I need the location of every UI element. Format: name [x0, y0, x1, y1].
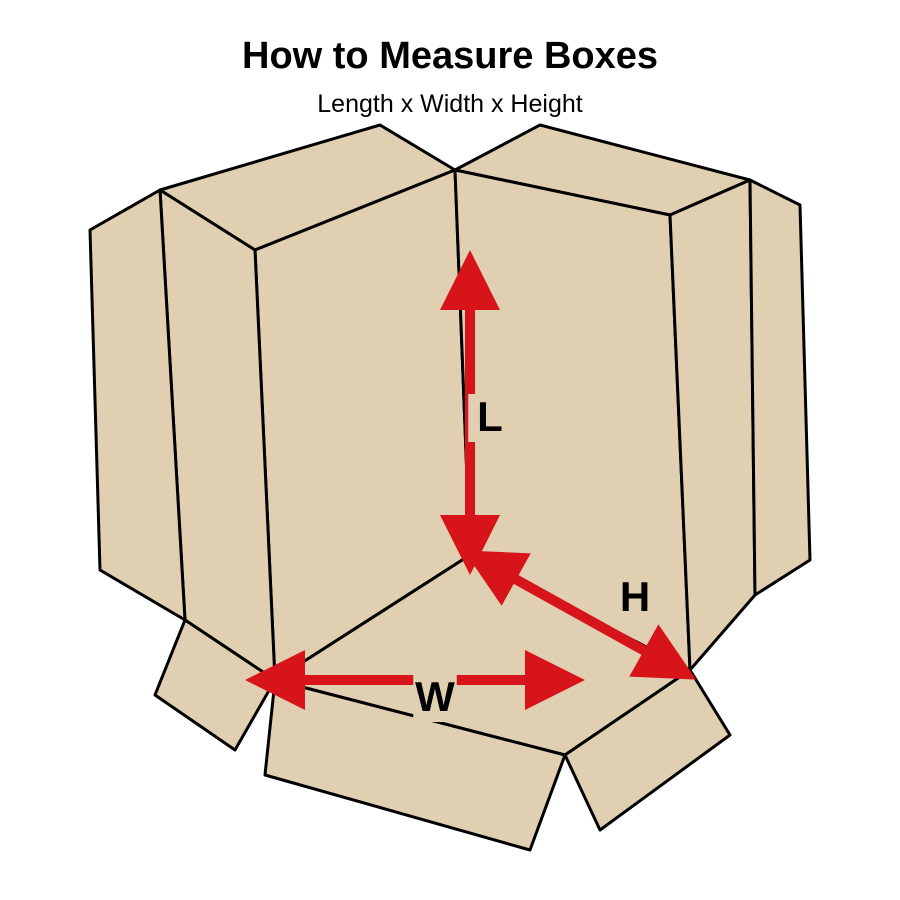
- length-label: L: [477, 393, 503, 440]
- height-label: H: [620, 573, 650, 620]
- width-label: W: [415, 673, 455, 720]
- box-diagram: L W H: [0, 0, 900, 900]
